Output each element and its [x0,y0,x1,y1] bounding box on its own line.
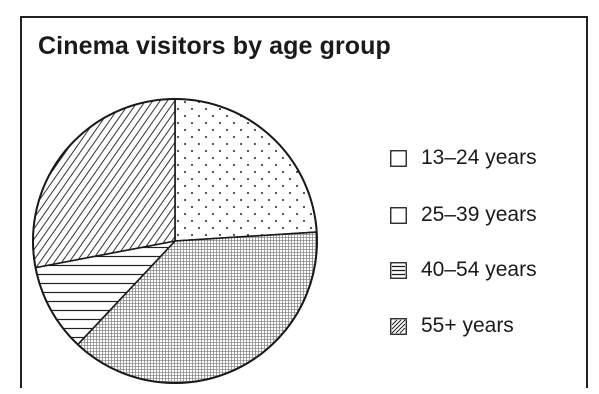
legend-swatch [390,206,407,224]
pie-slice-1 [174,98,318,242]
chart-title: Cinema visitors by age group [38,32,391,60]
legend-swatch [390,261,407,279]
legend-label: 25–39 years [421,203,537,226]
legend-item: 55+ years [390,314,514,338]
legend-label: 55+ years [421,314,514,337]
legend-item: 13–24 years [390,146,537,170]
pie-outline [32,98,318,384]
legend-item: 25–39 years [390,203,537,227]
legend-swatch [390,317,407,335]
pie-slice-4 [32,98,176,269]
legend-label: 40–54 years [421,258,537,281]
legend-swatch [390,149,407,167]
legend-label: 13–24 years [421,146,537,169]
legend-item: 40–54 years [390,258,537,282]
